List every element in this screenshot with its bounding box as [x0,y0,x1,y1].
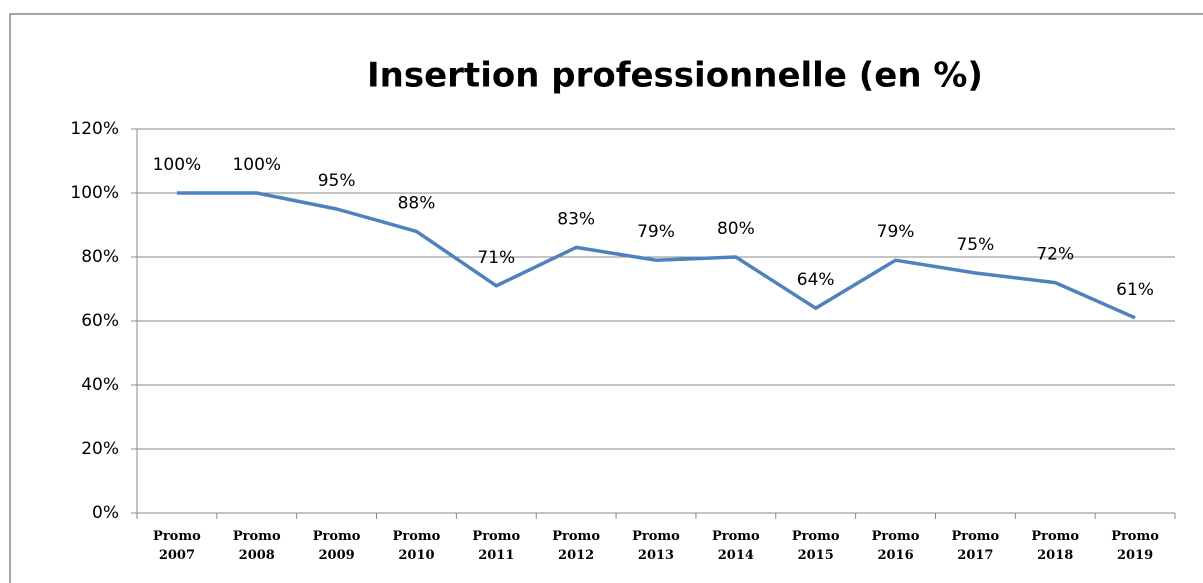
y-tick-label: 40% [81,375,119,395]
x-tick-label: Promo 2015 [791,529,840,563]
data-label: 75% [956,235,994,255]
x-tick-label: Promo 2013 [632,529,680,563]
y-tick-label: 120% [70,119,119,139]
data-label: 71% [477,248,515,268]
x-tick-label: Promo 2018 [1031,529,1080,563]
y-tick-label: 0% [92,503,119,523]
y-tick-label: 20% [81,439,119,459]
y-tick-label: 60% [81,311,119,331]
data-label: 72% [1036,245,1074,265]
x-tick-label: Promo 2012 [552,529,600,563]
data-label: 64% [797,270,835,290]
x-tick-label: Promo 2017 [951,529,1000,563]
y-tick-label: 80% [81,247,119,267]
data-label: 100% [232,155,281,175]
data-label: 95% [318,171,356,191]
x-tick-label: Promo 2016 [871,529,920,563]
x-tick-label: Promo 2014 [711,529,760,563]
data-label: 83% [557,209,595,229]
x-tick-label: Promo 2011 [472,529,521,563]
x-tick-label: Promo 2007 [153,529,201,563]
x-tick-label: Promo 2010 [392,529,441,563]
chart-title: Insertion professionnelle (en %) [367,56,983,96]
x-tick-label: Promo 2008 [232,529,281,563]
data-label: 88% [398,193,436,213]
data-label: 79% [877,222,915,242]
x-tick-label: Promo 2019 [1111,529,1159,563]
data-label: 100% [153,155,202,175]
line-series [176,191,1136,320]
y-tick-label: 100% [70,183,119,203]
chart-frame [9,13,1203,583]
x-tick-label: Promo 2009 [312,529,361,563]
data-label: 80% [717,219,755,239]
data-label: 61% [1116,280,1154,300]
data-label: 79% [637,222,675,242]
